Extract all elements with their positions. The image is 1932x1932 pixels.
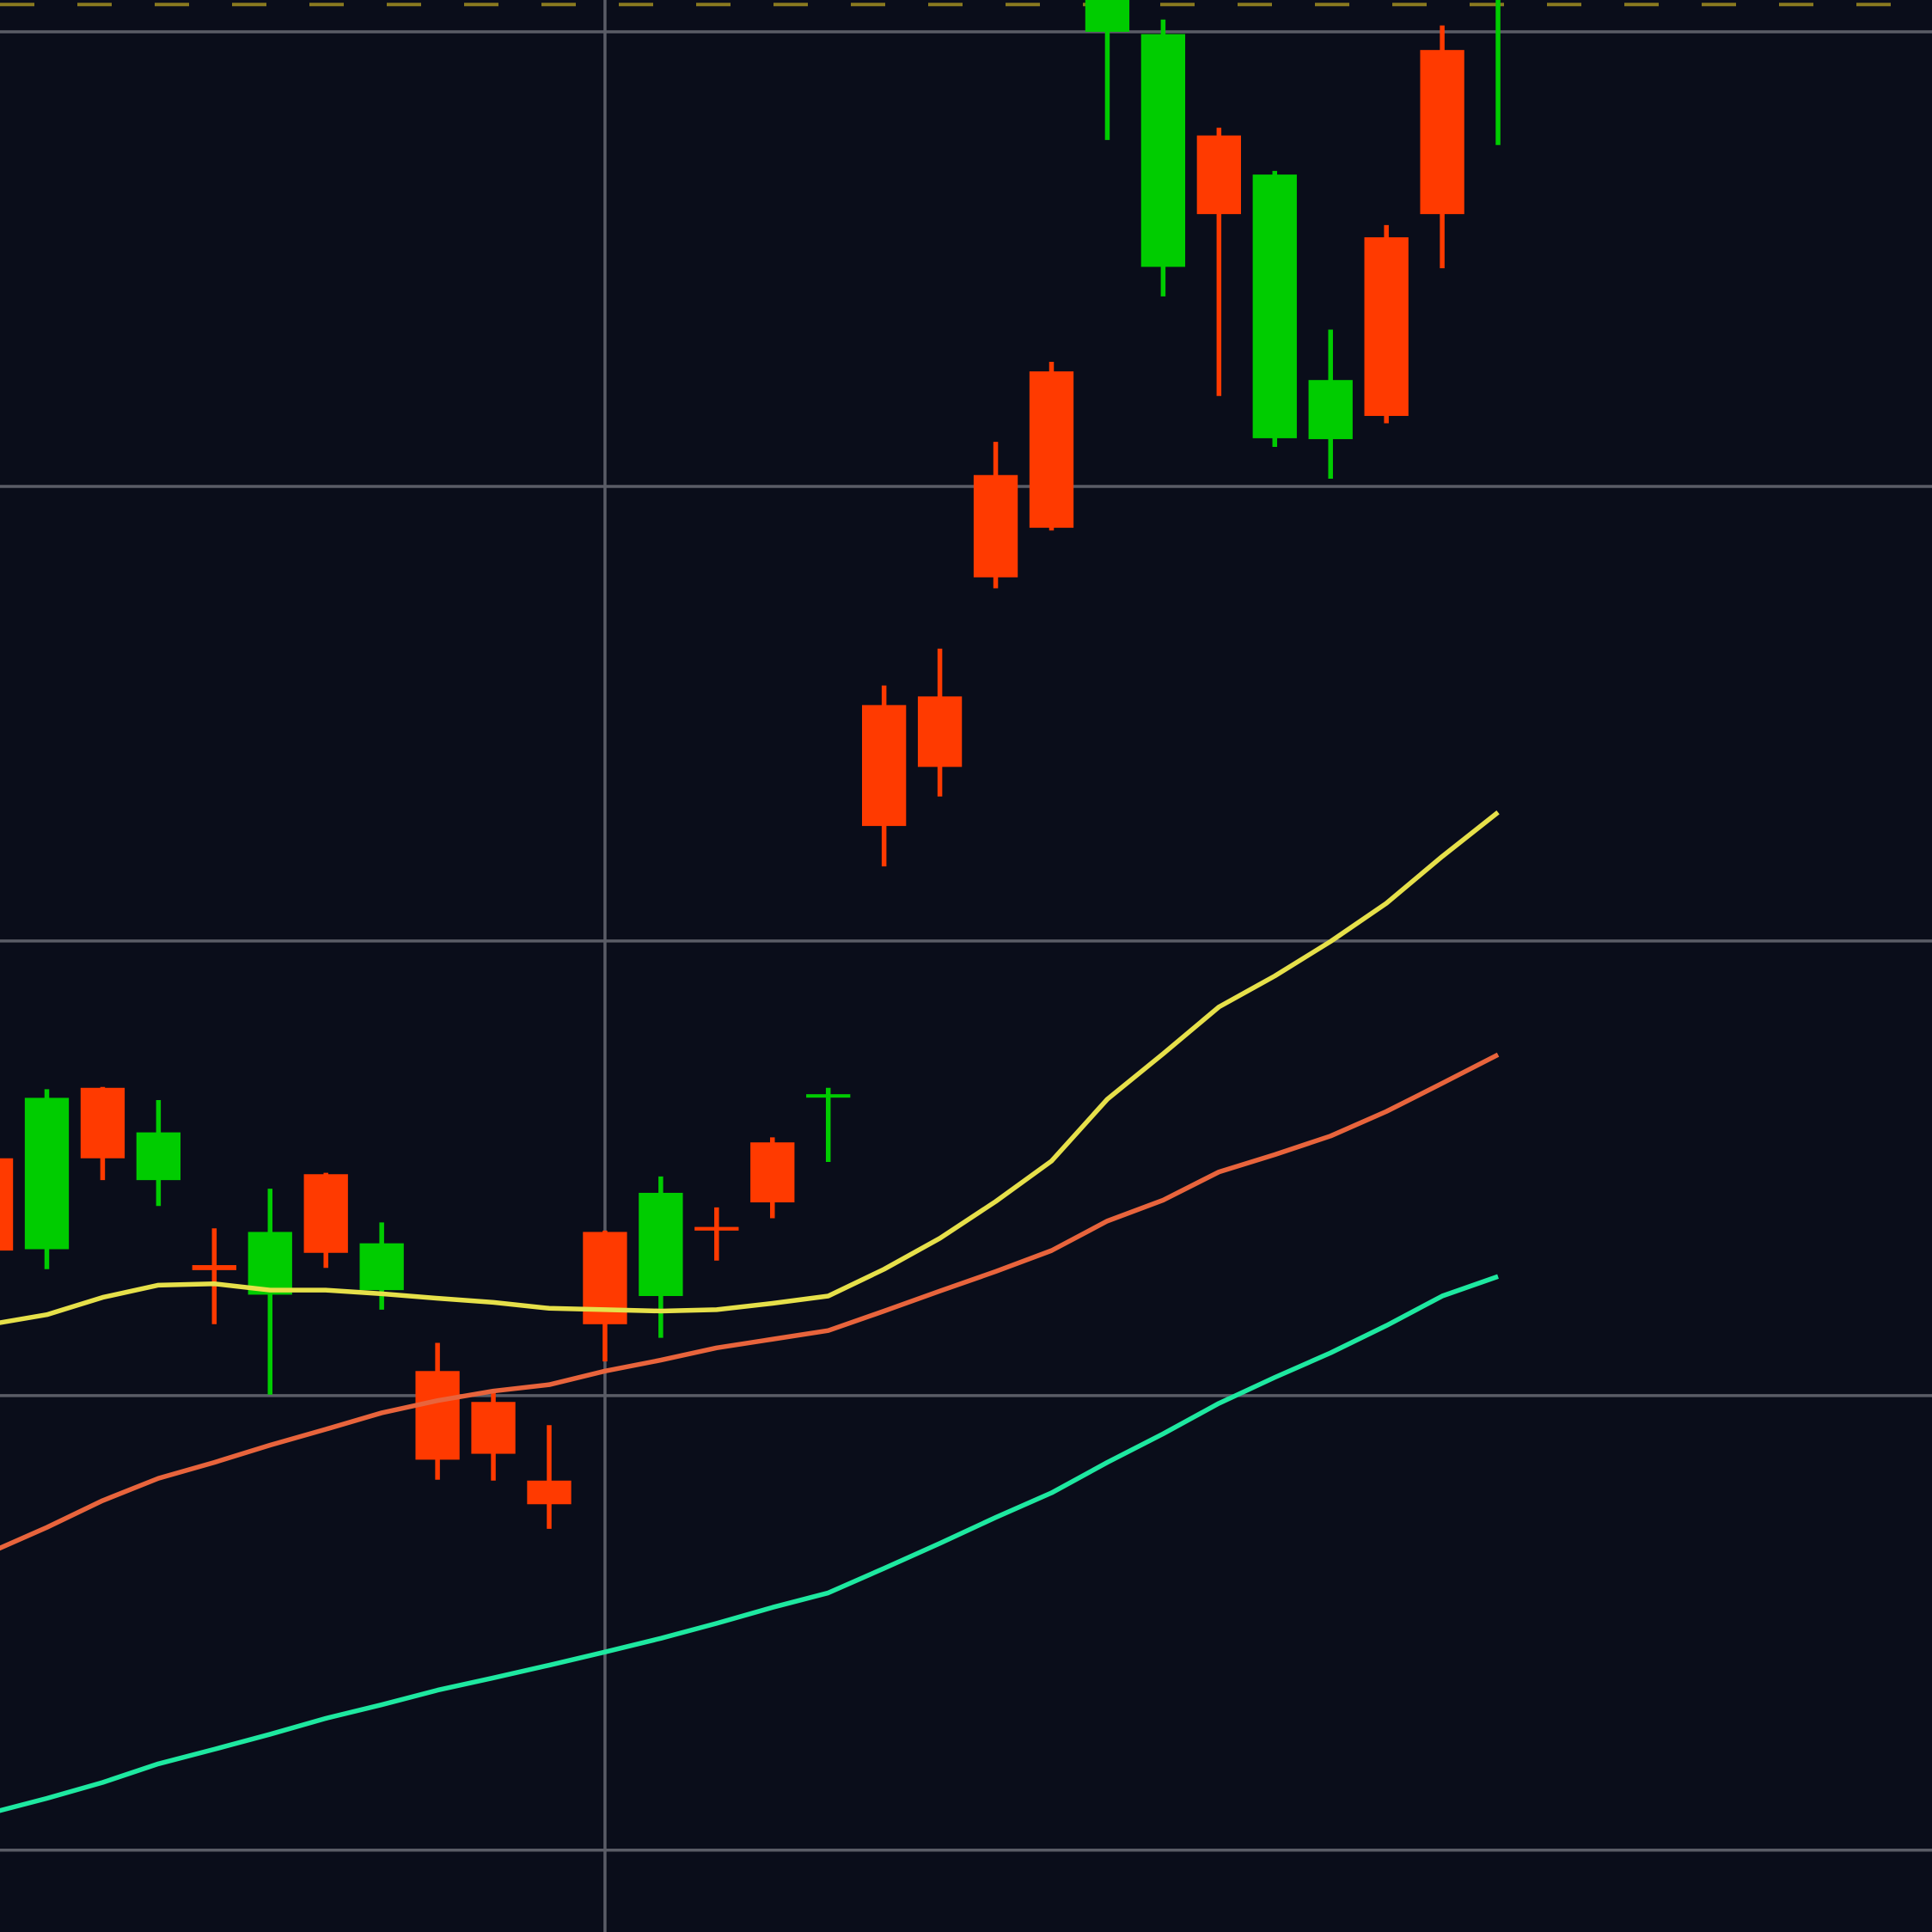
candle-body — [1085, 0, 1130, 33]
candle-body — [806, 1094, 851, 1098]
candle-body — [527, 1480, 572, 1505]
candle-body — [303, 1174, 348, 1253]
candle-body — [1308, 380, 1353, 439]
candle-body — [136, 1132, 181, 1181]
candle-body — [1364, 237, 1409, 416]
candle-body — [359, 1243, 404, 1291]
candle-body — [750, 1142, 795, 1203]
candle-body — [917, 696, 963, 767]
candle-body — [1252, 174, 1297, 438]
moving-average-line — [0, 1274, 1499, 1813]
moving-average-line — [0, 810, 1500, 1325]
candle-body — [862, 705, 907, 827]
candle-body — [0, 1158, 14, 1251]
moving-average-line — [0, 1052, 1500, 1551]
candle-body — [694, 1226, 739, 1231]
candle-body — [471, 1402, 516, 1454]
candle-body — [973, 474, 1018, 578]
candle-body — [1140, 34, 1186, 267]
candle-body — [639, 1192, 683, 1297]
candle-body — [1420, 50, 1464, 215]
candle-body — [192, 1265, 236, 1270]
candle-body — [24, 1097, 70, 1250]
candle-body — [248, 1232, 292, 1295]
candle-body — [1029, 371, 1074, 529]
candle-body — [1196, 135, 1241, 215]
candle-body — [415, 1371, 460, 1460]
candle-body — [80, 1087, 125, 1159]
